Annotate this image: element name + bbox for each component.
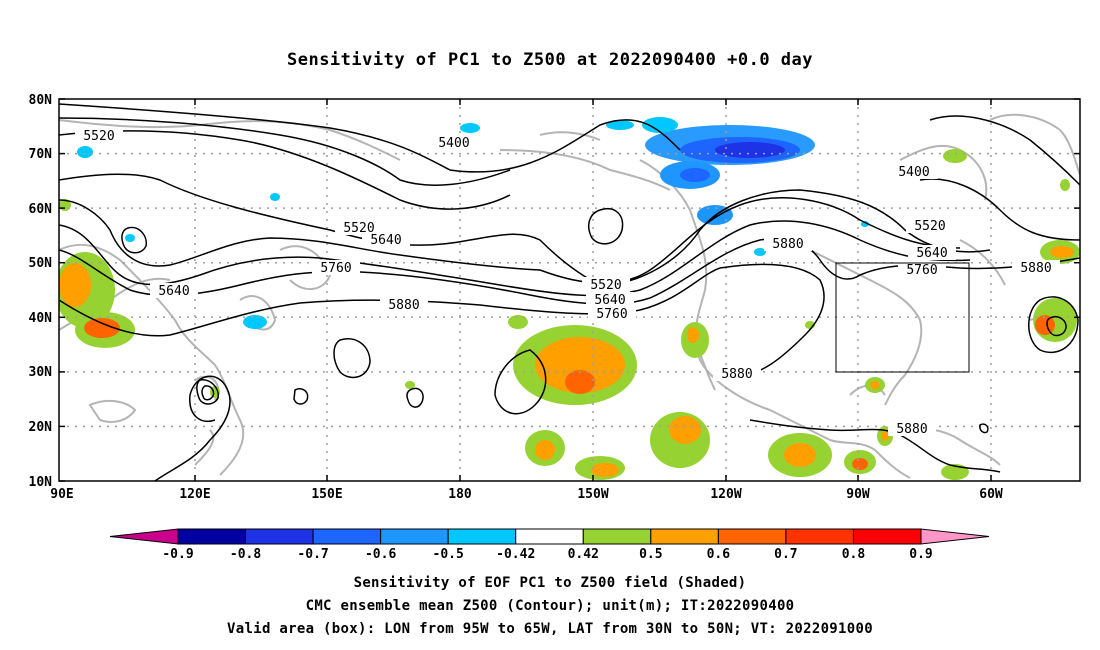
colorbar-swatch: [650, 528, 719, 545]
svg-text:5880: 5880: [1020, 261, 1051, 276]
contour-label: 5520: [906, 218, 954, 234]
contour-label: 5400: [430, 135, 478, 151]
svg-text:5880: 5880: [388, 298, 419, 313]
colorbar-label: 0.6: [707, 547, 731, 562]
svg-text:5640: 5640: [916, 246, 947, 261]
lat-label: 70N: [29, 147, 53, 162]
colorbar-label: 0.7: [774, 547, 797, 562]
svg-text:5760: 5760: [596, 307, 627, 322]
contour-label: 5880: [713, 366, 761, 382]
svg-text:5880: 5880: [896, 422, 927, 437]
contour-labels: 5520 5400 5520 5640 5760 5880 5640 5520 …: [75, 128, 1060, 437]
coastlines: [59, 113, 1080, 479]
svg-text:5520: 5520: [83, 129, 114, 144]
colorbar-label: -0.9: [162, 547, 193, 562]
svg-text:5640: 5640: [594, 293, 625, 308]
svg-text:5760: 5760: [906, 263, 937, 278]
svg-text:5640: 5640: [370, 233, 401, 248]
lat-label: 40N: [29, 311, 53, 326]
lon-label: 150W: [577, 487, 608, 502]
axis-ticks: [59, 98, 1080, 482]
lon-label: 120W: [710, 487, 741, 502]
lat-label: 60N: [29, 202, 53, 217]
svg-text:5880: 5880: [772, 237, 803, 252]
lon-label: 90W: [846, 487, 870, 502]
colorbar-label: 0.5: [639, 547, 662, 562]
colorbar-swatch: [785, 528, 854, 545]
contour-label: 5520: [75, 128, 123, 144]
lon-label: 180: [448, 487, 472, 502]
contour-label: 5640: [362, 232, 410, 248]
colorbar-label: 0.42: [568, 547, 599, 562]
colorbar-swatch: [515, 528, 584, 545]
caption-shading: Sensitivity of EOF PC1 to Z500 field (Sh…: [353, 575, 747, 591]
contour-label: 5880: [764, 236, 812, 252]
colorbar-label: -0.42: [496, 547, 535, 562]
colorbar-label: -0.5: [433, 547, 464, 562]
colorbar-swatch: [312, 528, 382, 545]
contour-label: 5760: [588, 306, 636, 322]
colorbar-low-arrow: [109, 528, 179, 545]
colorbar-swatch: [852, 528, 922, 545]
colorbar-high-arrow: [920, 528, 990, 545]
svg-text:5640: 5640: [158, 284, 189, 299]
contour-label: 5760: [312, 260, 360, 276]
map-frame: [58, 98, 1081, 482]
longitude-labels: 90E 120E 150E 180 150W 120W 90W 60W: [50, 487, 1003, 502]
contour-label: 5880: [380, 297, 428, 313]
colorbar-label: -0.8: [230, 547, 261, 562]
contour-label: 5880: [888, 421, 936, 437]
lon-label: 90E: [50, 487, 73, 502]
svg-text:5400: 5400: [898, 165, 929, 180]
caption-contour: CMC ensemble mean Z500 (Contour); unit(m…: [305, 598, 795, 614]
svg-text:5520: 5520: [914, 219, 945, 234]
caption-valid-area: Valid area (box): LON from 95W to 65W, L…: [227, 621, 873, 637]
colorbar-label: -0.7: [297, 547, 328, 562]
contour-label: 5760: [898, 262, 946, 278]
lon-label: 60W: [979, 487, 1003, 502]
colorbar-swatch: [717, 528, 787, 545]
latitude-labels: 80N 70N 60N 50N 40N 30N 20N 10N: [29, 93, 53, 490]
z500-contours: [59, 103, 1080, 481]
colorbar: [109, 528, 990, 545]
valid-area-box: [835, 262, 970, 373]
colorbar-swatch: [447, 528, 517, 545]
lat-label: 30N: [29, 365, 53, 380]
lat-label: 80N: [29, 93, 53, 108]
contour-label: 5640: [586, 292, 634, 308]
svg-text:5520: 5520: [590, 278, 621, 293]
contour-label: 5880: [1012, 260, 1060, 276]
svg-text:5880: 5880: [721, 367, 752, 382]
colorbar-labels: -0.9 -0.8 -0.7 -0.6 -0.5 -0.42 0.42 0.5 0.6 0.7 0.…: [162, 547, 932, 562]
colorbar-label: -0.6: [365, 547, 396, 562]
colorbar-swatch: [177, 528, 247, 545]
positive-sensitivity-shading: [59, 149, 1080, 480]
lat-label: 10N: [29, 475, 53, 490]
colorbar-label: 0.9: [909, 547, 932, 562]
colorbar-swatch: [582, 528, 652, 545]
lon-label: 150E: [311, 487, 342, 502]
svg-text:5760: 5760: [320, 261, 351, 276]
colorbar-swatch: [380, 528, 449, 545]
lat-label: 50N: [29, 256, 53, 271]
colorbar-swatch: [245, 528, 314, 545]
contour-label: 5640: [150, 283, 198, 299]
lat-label: 20N: [29, 420, 53, 435]
lon-label: 120E: [179, 487, 210, 502]
contour-label: 5640: [908, 245, 956, 261]
contour-label: 5520: [582, 277, 630, 293]
map-title: Sensitivity of PC1 to Z500 at 2022090400…: [286, 50, 813, 70]
contour-label: 5400: [890, 164, 938, 180]
colorbar-label: 0.8: [842, 547, 866, 562]
svg-text:5400: 5400: [438, 136, 469, 151]
